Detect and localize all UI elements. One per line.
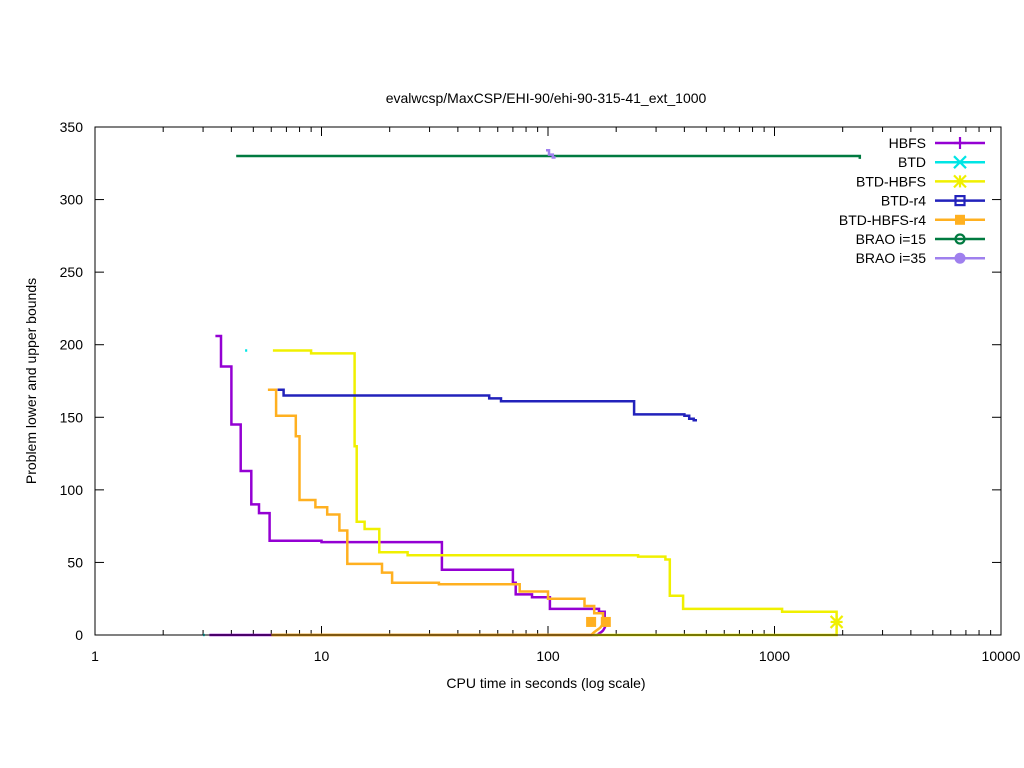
x-tick-label: 100 bbox=[536, 648, 560, 664]
series-btd-hbfs-marker bbox=[829, 615, 844, 629]
series-btd-hbfs-r4-marker bbox=[586, 616, 597, 627]
series-btd-hbfs-lower-line bbox=[272, 621, 838, 637]
series-btd-r4-upper-line bbox=[277, 388, 697, 422]
y-tick-label: 100 bbox=[60, 482, 84, 498]
x-tick-label: 10 bbox=[314, 648, 330, 664]
legend-label-hbfs: HBFS bbox=[889, 135, 926, 151]
legend-label-btd-hbfs: BTD-HBFS bbox=[856, 173, 926, 189]
legend-label-btd: BTD bbox=[898, 154, 926, 170]
legend-label-btd-hbfs-r4: BTD-HBFS-r4 bbox=[839, 212, 926, 228]
series-hbfs-upper-line bbox=[215, 334, 609, 624]
y-tick-label: 200 bbox=[60, 337, 84, 353]
y-tick-label: 350 bbox=[60, 119, 84, 135]
plot-frame bbox=[94, 126, 1002, 636]
legend-marker-hbfs bbox=[954, 137, 966, 149]
series-brao-i-15-upper-line bbox=[236, 154, 862, 159]
legend-marker-btd-r4 bbox=[954, 195, 966, 207]
y-tick-label: 250 bbox=[60, 264, 84, 280]
y-tick-label: 150 bbox=[60, 409, 84, 425]
y-tick-label: 300 bbox=[60, 192, 84, 208]
chart-title: evalwcsp/MaxCSP/EHI-90/ehi-90-315-41_ext… bbox=[386, 90, 707, 106]
y-axis-label: Problem lower and upper bounds bbox=[23, 278, 39, 484]
y-tick-label: 50 bbox=[67, 554, 83, 570]
legend-marker-btd-hbfs-r4 bbox=[955, 214, 965, 225]
series-btd-hbfs-r4-marker bbox=[600, 616, 611, 627]
legend-marker-brao-i-15 bbox=[954, 233, 966, 245]
plot-area bbox=[203, 148, 862, 637]
series-btd-hbfs-upper-line bbox=[272, 349, 838, 622]
legend-label-brao-i-35: BRAO i=35 bbox=[856, 250, 927, 266]
x-tick-label: 10000 bbox=[982, 648, 1021, 664]
y-tick-label: 0 bbox=[75, 627, 83, 643]
x-tick-label: 1000 bbox=[759, 648, 790, 664]
legend-label-btd-r4: BTD-r4 bbox=[881, 193, 926, 209]
series-btd-hbfs-r4-upper-line bbox=[267, 388, 608, 622]
legend-marker-brao-i-35 bbox=[954, 252, 966, 264]
x-tick-label: 1 bbox=[91, 648, 99, 664]
legend-marker-btd-hbfs bbox=[953, 174, 967, 189]
tick-labels: 0 50 100 150 200 250 300 350 1 10 100 1000 10000 bbox=[60, 119, 1021, 664]
legend-label-brao-i-15: BRAO i=15 bbox=[856, 231, 927, 247]
x-axis-label: CPU time in seconds (log scale) bbox=[446, 675, 645, 691]
legend: HBFS BTD BTD-HBFS BTD-r4 BTD-HBFS-r4 BRAO i=1… bbox=[839, 135, 985, 266]
series-brao-i-35-upper-line bbox=[546, 148, 556, 159]
legend-marker-btd bbox=[953, 155, 967, 169]
series-hbfs-lower-line bbox=[209, 621, 609, 637]
